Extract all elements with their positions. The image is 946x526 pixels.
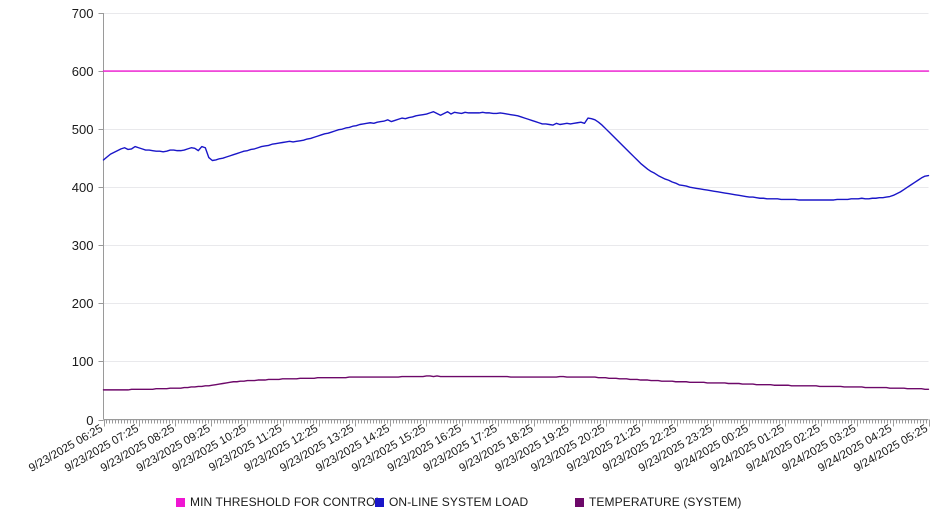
x-axis xyxy=(103,419,930,427)
y-tick-labels: 0 100 200 300 400 500 600 700 xyxy=(72,6,94,428)
y-tick-label: 600 xyxy=(72,64,94,79)
y-axis xyxy=(98,13,104,421)
legend-label-1[interactable]: ON-LINE SYSTEM LOAD xyxy=(389,495,528,509)
y-tick-label: 400 xyxy=(72,180,94,195)
chart-legend: MIN THRESHOLD FOR CONTROL ON-LINE SYSTEM … xyxy=(176,495,741,509)
y-tick-label: 500 xyxy=(72,122,94,137)
gridlines-group xyxy=(103,13,929,421)
legend-swatch-2[interactable] xyxy=(575,498,584,507)
y-tick-label: 100 xyxy=(72,354,94,369)
y-tick-label: 700 xyxy=(72,6,94,21)
legend-swatch-1[interactable] xyxy=(375,498,384,507)
y-tick-label: 300 xyxy=(72,238,94,253)
y-tick-label: 0 xyxy=(86,413,93,428)
series-group xyxy=(102,70,930,391)
legend-swatch-0[interactable] xyxy=(176,498,185,507)
series-line-1 xyxy=(102,111,930,201)
legend-label-2[interactable]: TEMPERATURE (SYSTEM) xyxy=(589,495,741,509)
series-line-2 xyxy=(102,375,930,391)
y-tick-label: 200 xyxy=(72,296,94,311)
x-tick-labels: 9/23/2025 06:259/23/2025 07:259/23/2025 … xyxy=(27,423,930,475)
legend-label-0[interactable]: MIN THRESHOLD FOR CONTROL xyxy=(190,495,383,509)
